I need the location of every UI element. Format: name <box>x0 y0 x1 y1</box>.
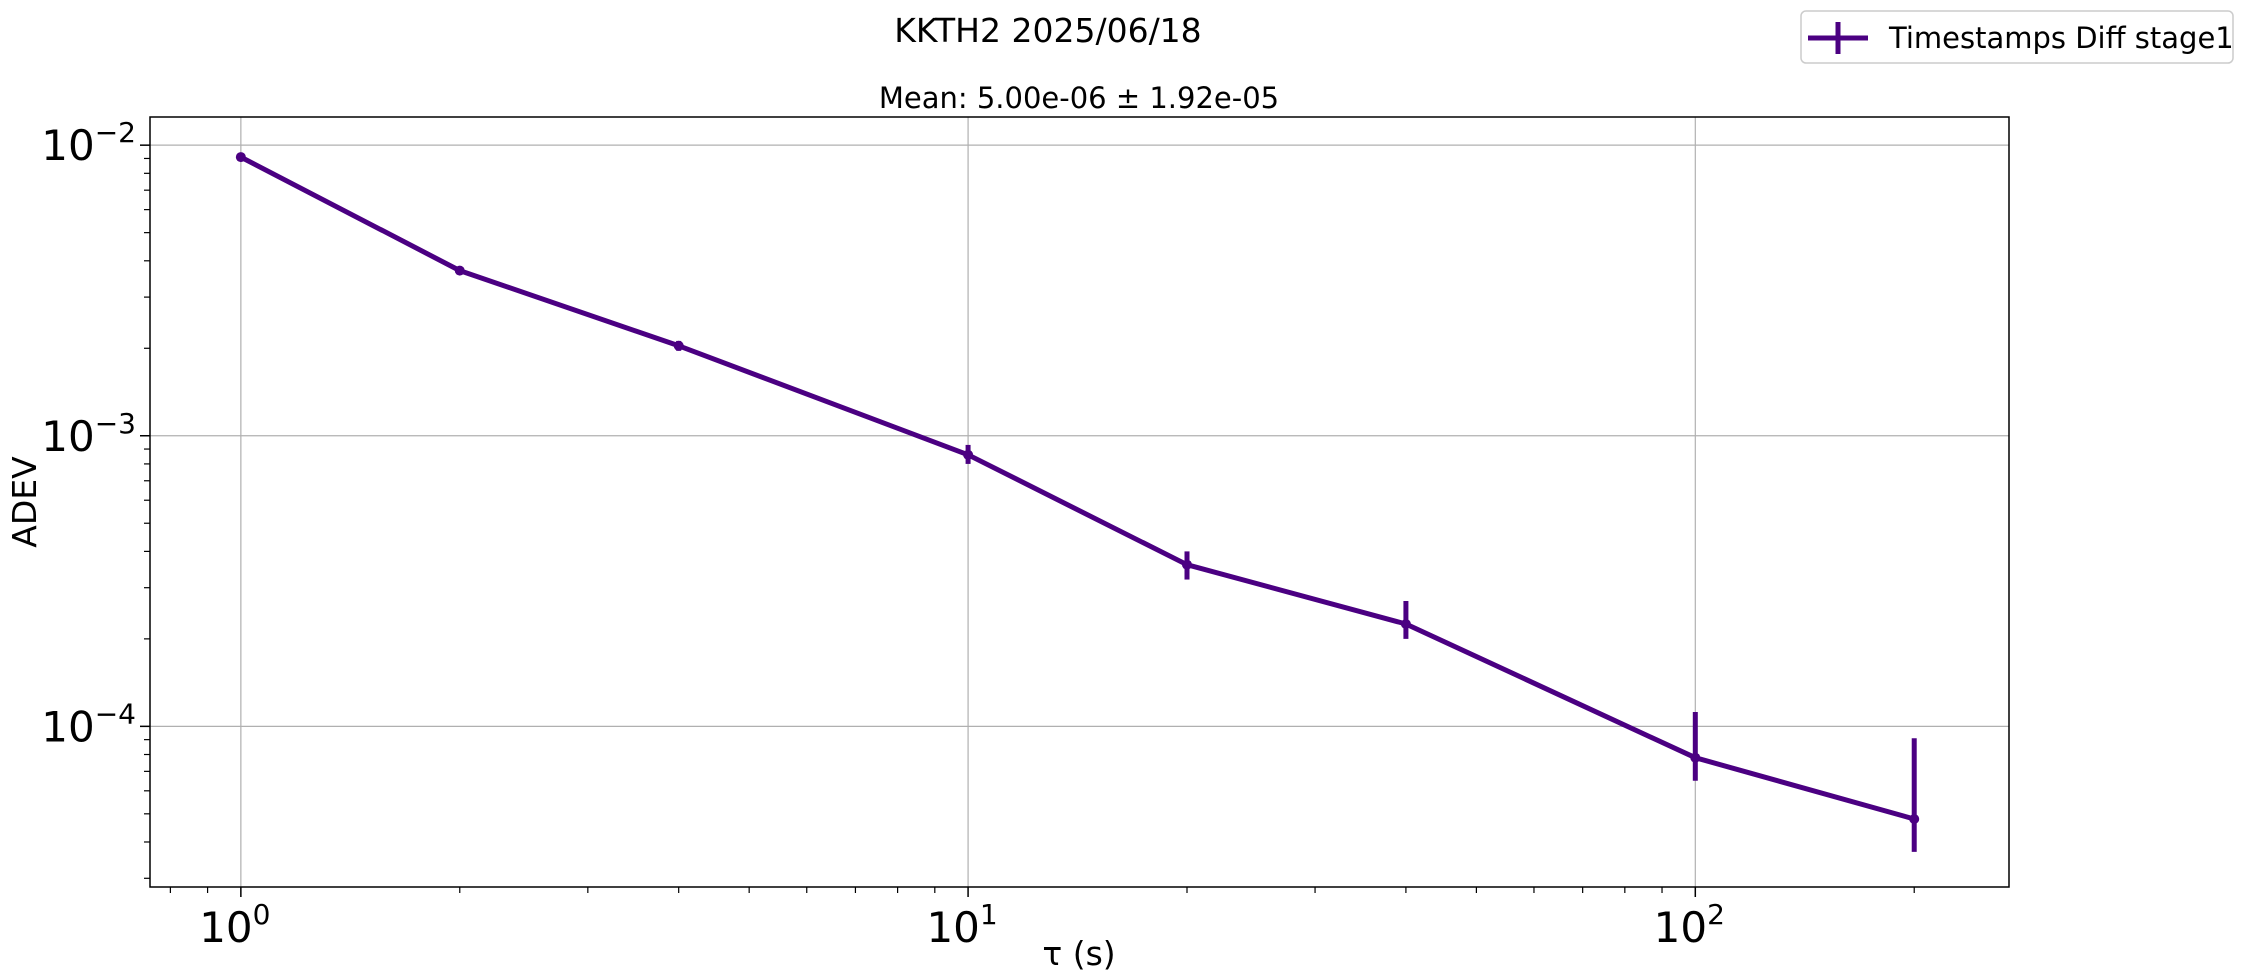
series-layer <box>235 152 1920 852</box>
data-point <box>1181 559 1192 570</box>
y-tick-label: 10−4 <box>41 697 136 751</box>
grid-lines <box>150 117 2009 887</box>
data-point <box>673 340 684 351</box>
x-tick-label: 102 <box>1654 898 1725 952</box>
chart-subtitle: Mean: 5.00e-06 ± 1.92e-05 <box>879 81 1279 115</box>
x-axis-label: τ (s) <box>1042 934 1115 973</box>
y-axis-label: ADEV <box>5 456 44 548</box>
x-tick-label: 101 <box>926 898 997 952</box>
axis-ticks: 100 101 102 10−4 10−3 10−2 <box>41 116 1915 952</box>
legend: Timestamps Diff stage1 <box>1800 10 2234 64</box>
y-tick-label: 10−3 <box>41 407 136 461</box>
data-point <box>1690 752 1701 763</box>
x-tick-label: 100 <box>199 898 270 952</box>
data-point <box>1400 619 1411 630</box>
data-point <box>1909 813 1920 824</box>
data-point <box>235 152 246 163</box>
legend-frame <box>1800 10 2234 64</box>
legend-label: Timestamps Diff stage1 <box>1888 21 2234 55</box>
data-point <box>963 449 974 460</box>
chart-title: KKTH2 2025/06/18 <box>894 11 1201 50</box>
plot-area <box>149 116 2010 888</box>
data-point <box>454 265 465 276</box>
series-line <box>239 154 1915 822</box>
y-tick-label: 10−2 <box>41 116 136 170</box>
